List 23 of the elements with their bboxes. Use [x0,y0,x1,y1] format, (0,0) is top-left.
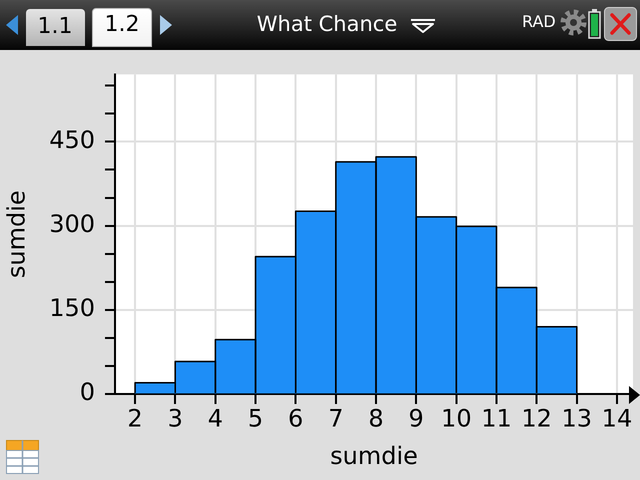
x-tick-label: 6 [288,404,304,433]
y-tick-label: 0 [80,378,95,406]
x-tick-label: 5 [248,404,264,433]
text: 1.2 [104,12,140,37]
x-tick-label: 7 [328,404,344,433]
x-tick-label: 13 [562,404,592,433]
x-axis-title: sumdie [330,442,418,470]
x-tick-label: 2 [127,404,143,433]
x-tick-label: 10 [441,404,472,433]
y-tick-label: 300 [49,210,95,238]
y-tick-label: 450 [49,126,95,154]
x-tick-label: 9 [408,404,424,433]
text: RAD [522,12,556,31]
x-tick-label: 4 [208,404,224,433]
text: 1.1 [38,14,72,39]
x-tick-label: 8 [368,404,384,433]
x-tick-label: 11 [481,404,512,433]
x-tick-label: 12 [521,404,552,433]
y-tick-label: 150 [49,294,95,322]
y-axis-title: sumdie [2,190,31,278]
chart-title: What Chance [256,11,398,38]
x-tick-label: 14 [602,404,632,433]
x-tick-label: 3 [168,404,183,433]
